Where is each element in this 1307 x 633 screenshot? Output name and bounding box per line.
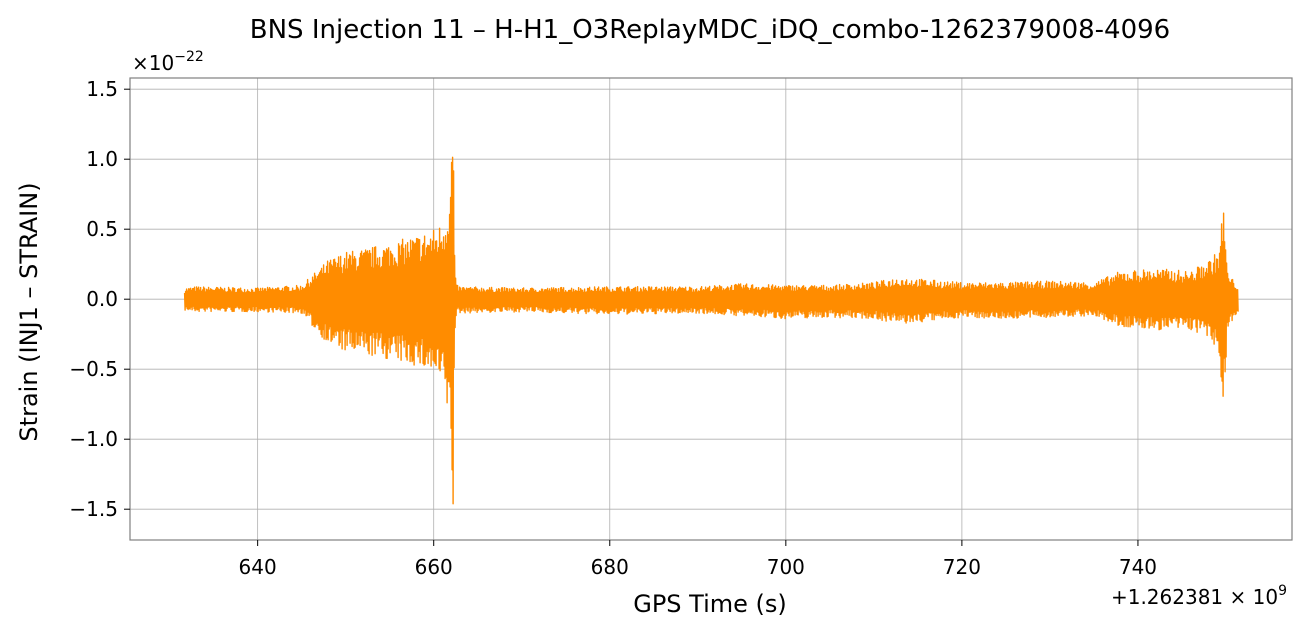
- x-tick-label: 640: [239, 555, 277, 579]
- y-tick-label: 0.0: [86, 287, 118, 311]
- y-tick-label: −1.5: [69, 497, 118, 521]
- y-axis-ticks: −1.5 −1.0 −0.5 0.0 0.5 1.0 1.5: [69, 77, 130, 521]
- x-tick-label: 660: [415, 555, 453, 579]
- y-tick-label: −0.5: [69, 357, 118, 381]
- x-tick-label: 740: [1119, 555, 1157, 579]
- data-series: [183, 156, 1239, 505]
- x-axis-ticks: 640 660 680 700 720 740: [239, 540, 1157, 579]
- x-offset-label: +1.262381 × 109: [1111, 583, 1287, 609]
- x-tick-label: 700: [767, 555, 805, 579]
- chart-title: BNS Injection 11 – H-H1_O3ReplayMDC_iDQ_…: [250, 15, 1170, 45]
- y-scale-multiplier: ×10−22: [132, 49, 204, 75]
- y-tick-label: −1.0: [69, 427, 118, 451]
- x-axis-label: GPS Time (s): [633, 590, 787, 618]
- y-scale-exponent: −22: [174, 49, 204, 65]
- x-offset-exponent: 9: [1278, 583, 1287, 599]
- y-tick-label: 1.0: [86, 147, 118, 171]
- y-axis-label: Strain (INJ1 – STRAIN): [15, 182, 43, 441]
- x-tick-label: 680: [591, 555, 629, 579]
- x-tick-label: 720: [943, 555, 981, 579]
- plot-frame: [129, 77, 1293, 541]
- y-scale-base: ×10: [132, 51, 174, 75]
- strain-series-line: [183, 156, 1239, 505]
- y-tick-label: 1.5: [86, 77, 118, 101]
- y-tick-label: 0.5: [86, 217, 118, 241]
- x-offset-base: +1.262381 × 10: [1111, 585, 1278, 609]
